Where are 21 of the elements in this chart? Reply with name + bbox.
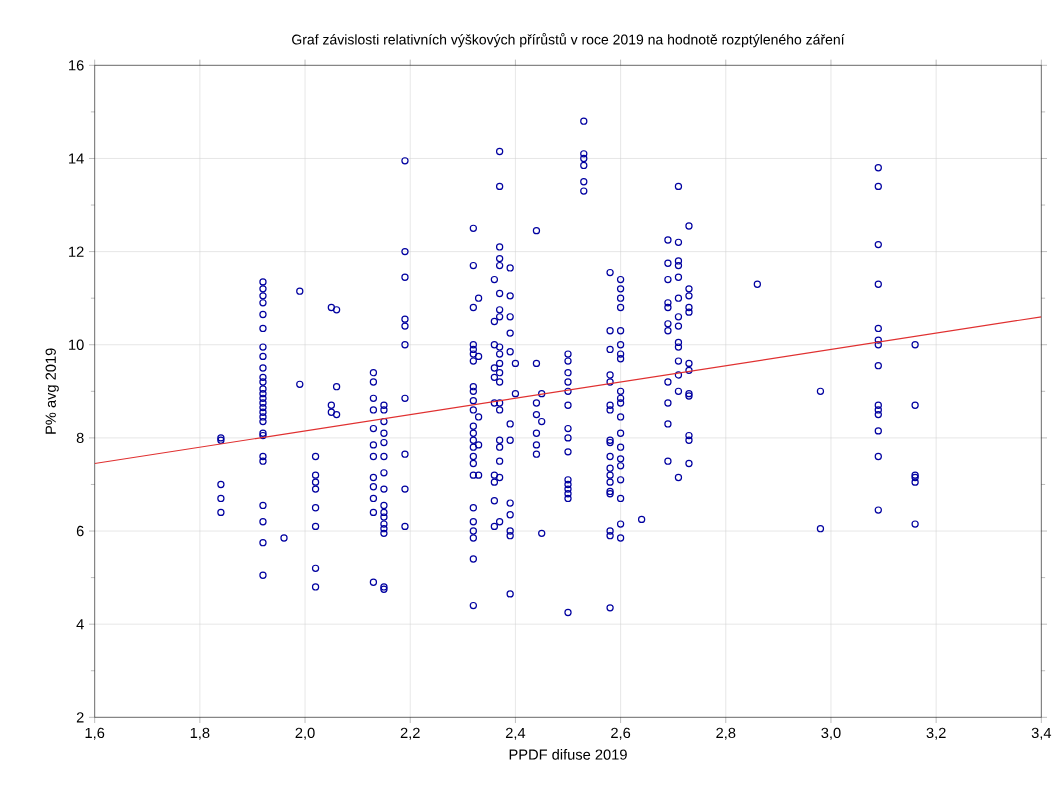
y-tick-label: 8 xyxy=(76,432,84,444)
x-tick-label: 2,0 xyxy=(295,727,315,740)
y-tick-label: 14 xyxy=(69,153,84,164)
x-tick-label: 3,2 xyxy=(926,727,946,740)
x-tick-label: 3,4 xyxy=(1031,727,1052,740)
x-tick-label: 2,2 xyxy=(400,727,420,740)
y-tick-label: 10 xyxy=(69,339,84,350)
x-tick-label: 2,4 xyxy=(505,727,526,740)
y-tick-label: 12 xyxy=(69,246,84,257)
x-tick-label: 2,6 xyxy=(611,727,631,740)
x-axis-title: PPDF difuse 2019 xyxy=(509,748,627,760)
y-tick-label: 4 xyxy=(76,619,84,630)
x-tick-label: 1,8 xyxy=(190,727,210,740)
x-tick-label: 1,6 xyxy=(85,727,105,740)
chart-title: Graf závislosti relativních výškových přírůstů v roce 2019 na hodnotě rozptýleného záření xyxy=(292,33,845,48)
y-tick-label: 16 xyxy=(69,60,84,71)
y-tick-label: 2 xyxy=(76,712,84,723)
y-axis-title: P% avg 2019 xyxy=(45,348,59,434)
x-tick-label: 2,8 xyxy=(716,727,736,740)
x-tick-label: 3,0 xyxy=(821,727,841,740)
y-tick-label: 6 xyxy=(76,525,84,537)
